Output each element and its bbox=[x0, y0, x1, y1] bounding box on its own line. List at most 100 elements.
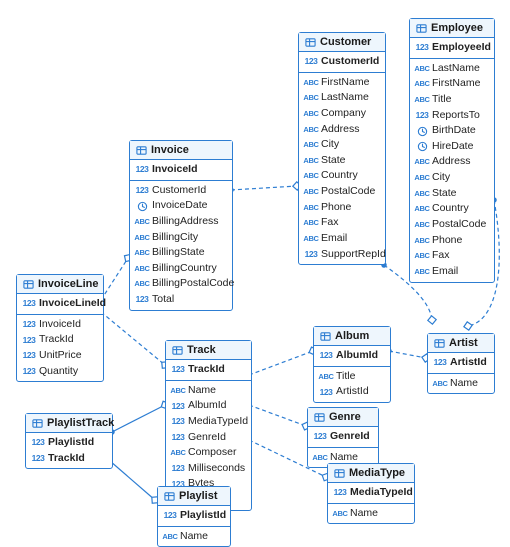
column[interactable]: ABCPostalCode bbox=[299, 184, 385, 200]
entity-header[interactable]: Employee bbox=[410, 19, 494, 38]
column[interactable]: ABCBillingPostalCode bbox=[130, 276, 232, 292]
column[interactable]: 123SupportRepId bbox=[299, 247, 385, 263]
column[interactable]: 123TrackId bbox=[26, 451, 112, 467]
entity-header[interactable]: InvoiceLine bbox=[17, 275, 103, 294]
column[interactable]: ABCAddress bbox=[410, 154, 494, 170]
entity-header[interactable]: Artist bbox=[428, 334, 494, 353]
entity-album[interactable]: Album 123AlbumId ABCTitle123ArtistId bbox=[313, 326, 391, 403]
column[interactable]: 123ArtistId bbox=[314, 384, 390, 400]
type-icon: 123 bbox=[136, 294, 148, 306]
column[interactable]: 123Quantity bbox=[17, 364, 103, 380]
entity-customer[interactable]: Customer 123CustomerId ABCFirstNameABCLast… bbox=[298, 32, 386, 265]
table-icon bbox=[23, 279, 34, 290]
entity-header[interactable]: Track bbox=[166, 341, 251, 360]
column[interactable]: ABCState bbox=[410, 186, 494, 202]
column[interactable]: ABCCountry bbox=[410, 201, 494, 217]
entity-header[interactable]: MediaType bbox=[328, 464, 414, 483]
column[interactable]: HireDate bbox=[410, 139, 494, 155]
column[interactable]: ABCLastName bbox=[410, 61, 494, 77]
column[interactable]: 123InvoiceId bbox=[130, 162, 232, 178]
column-name: Phone bbox=[432, 234, 462, 248]
column[interactable]: 123Total bbox=[130, 292, 232, 308]
entity-title: Album bbox=[335, 330, 369, 342]
column-name: InvoiceId bbox=[39, 318, 81, 332]
column[interactable]: ABCCity bbox=[299, 137, 385, 153]
type-icon: ABC bbox=[305, 108, 317, 120]
column[interactable]: 123UnitPrice bbox=[17, 348, 103, 364]
column[interactable]: ABCTitle bbox=[314, 369, 390, 385]
column[interactable]: ABCState bbox=[299, 153, 385, 169]
column[interactable]: ABCBillingCountry bbox=[130, 261, 232, 277]
column[interactable]: ABCName bbox=[428, 376, 494, 392]
column-name: BillingState bbox=[152, 246, 205, 260]
column[interactable]: 123PlaylistId bbox=[158, 508, 230, 524]
column[interactable]: ABCFirstName bbox=[410, 76, 494, 92]
entity-header[interactable]: Invoice bbox=[130, 141, 232, 160]
column[interactable]: 123TrackId bbox=[17, 332, 103, 348]
entity-header[interactable]: Customer bbox=[299, 33, 385, 52]
column[interactable]: 123MediaTypeId bbox=[166, 414, 251, 430]
column-name: PostalCode bbox=[321, 185, 375, 199]
column[interactable]: 123GenreId bbox=[166, 430, 251, 446]
entity-artist[interactable]: Artist 123ArtistId ABCName bbox=[427, 333, 495, 394]
type-icon: ABC bbox=[416, 172, 428, 184]
column[interactable]: BirthDate bbox=[410, 123, 494, 139]
column-name: CustomerId bbox=[152, 184, 206, 198]
type-icon: 123 bbox=[136, 164, 148, 176]
column[interactable]: ABCFax bbox=[299, 215, 385, 231]
column[interactable]: 123InvoiceLineId bbox=[17, 296, 103, 312]
column[interactable]: ABCPhone bbox=[299, 200, 385, 216]
column[interactable]: 123AlbumId bbox=[314, 348, 390, 364]
entity-genre[interactable]: Genre123GenreIdABCName bbox=[307, 407, 379, 468]
entity-header[interactable]: PlaylistTrack bbox=[26, 414, 112, 433]
column[interactable]: ABCName bbox=[166, 383, 251, 399]
entity-header[interactable]: Album bbox=[314, 327, 390, 346]
column[interactable]: ABCBillingCity bbox=[130, 230, 232, 246]
column[interactable]: ABCPhone bbox=[410, 233, 494, 249]
entity-playlisttrack[interactable]: PlaylistTrack 123PlaylistId123TrackId bbox=[25, 413, 113, 469]
entity-playlist[interactable]: Playlist 123PlaylistId ABCName bbox=[157, 486, 231, 547]
column[interactable]: ABCName bbox=[328, 506, 414, 522]
column-name: Name bbox=[450, 377, 478, 391]
entity-invoice[interactable]: Invoice123InvoiceId123CustomerIdInvoiceD… bbox=[129, 140, 233, 311]
column[interactable]: 123EmployeeId bbox=[410, 40, 494, 56]
entity-header[interactable]: Playlist bbox=[158, 487, 230, 506]
column[interactable]: 123PlaylistId bbox=[26, 435, 112, 451]
column[interactable]: ABCLastName bbox=[299, 90, 385, 106]
column[interactable]: ABCCity bbox=[410, 170, 494, 186]
column[interactable]: ABCAddress bbox=[299, 122, 385, 138]
type-icon: ABC bbox=[305, 233, 317, 245]
column[interactable]: ABCComposer bbox=[166, 445, 251, 461]
column[interactable]: ABCFax bbox=[410, 248, 494, 264]
column[interactable]: ABCFirstName bbox=[299, 75, 385, 91]
column[interactable]: ABCName bbox=[158, 529, 230, 545]
column[interactable]: ABCBillingState bbox=[130, 245, 232, 261]
column[interactable]: 123Milliseconds bbox=[166, 461, 251, 477]
column[interactable]: ABCCountry bbox=[299, 168, 385, 184]
column-name: BirthDate bbox=[432, 124, 476, 138]
type-icon: ABC bbox=[416, 62, 428, 74]
column[interactable]: 123CustomerId bbox=[130, 183, 232, 199]
column[interactable]: ABCTitle bbox=[410, 92, 494, 108]
column[interactable]: 123GenreId bbox=[308, 429, 378, 445]
type-icon: ABC bbox=[416, 250, 428, 262]
entity-mediatype[interactable]: MediaType 123MediaTypeId ABCName bbox=[327, 463, 415, 524]
column[interactable]: 123ArtistId bbox=[428, 355, 494, 371]
column[interactable]: ABCCompany bbox=[299, 106, 385, 122]
entity-employee[interactable]: Employee 123EmployeeId ABCLastNameABCFirst… bbox=[409, 18, 495, 283]
column[interactable]: ABCBillingAddress bbox=[130, 214, 232, 230]
column[interactable]: 123CustomerId bbox=[299, 54, 385, 70]
entity-header[interactable]: Genre bbox=[308, 408, 378, 427]
column[interactable]: ABCEmail bbox=[299, 231, 385, 247]
column[interactable]: ABCPostalCode bbox=[410, 217, 494, 233]
column[interactable]: 123TrackId bbox=[166, 362, 251, 378]
column[interactable]: InvoiceDate bbox=[130, 198, 232, 214]
column[interactable]: 123 InvoiceId bbox=[17, 317, 103, 333]
column[interactable]: 123MediaTypeId bbox=[328, 485, 414, 501]
column[interactable]: 123AlbumId bbox=[166, 398, 251, 414]
type-icon: 123 bbox=[164, 510, 176, 522]
column[interactable]: ABCEmail bbox=[410, 264, 494, 280]
column[interactable]: 123ReportsTo bbox=[410, 108, 494, 124]
entity-invoiceline[interactable]: InvoiceLine123InvoiceLineId123InvoiceId1… bbox=[16, 274, 104, 382]
type-icon: 123 bbox=[23, 318, 35, 330]
